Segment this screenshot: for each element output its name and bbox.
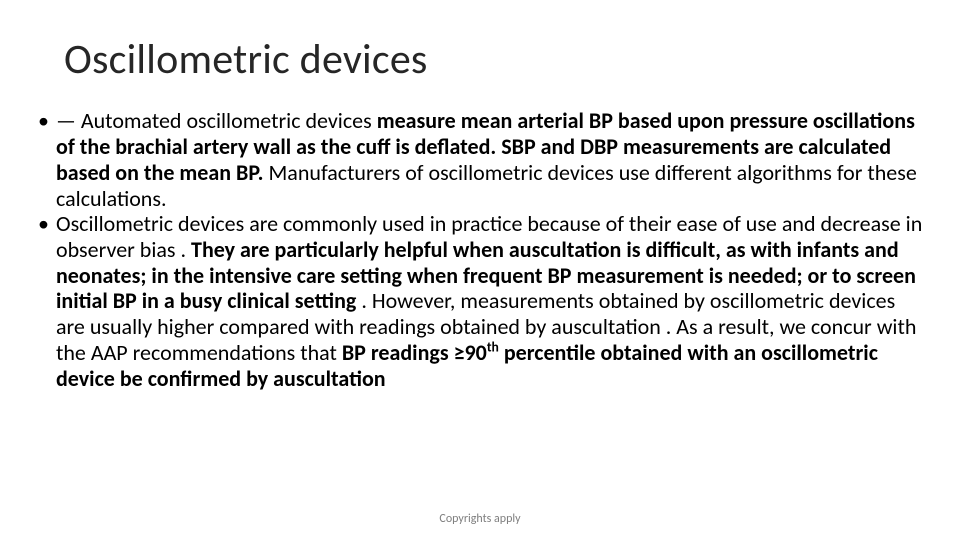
bullet-list: — Automated oscillometric devices measur… (34, 108, 926, 391)
slide: Oscillometric devices — Automated oscill… (0, 0, 960, 540)
copyright-footer: Copyrights apply (0, 512, 960, 526)
bullet-item: — Automated oscillometric devices measur… (34, 108, 926, 211)
bullet-item: Oscillometric devices are commonly used … (34, 211, 926, 391)
slide-title: Oscillometric devices (64, 36, 926, 84)
